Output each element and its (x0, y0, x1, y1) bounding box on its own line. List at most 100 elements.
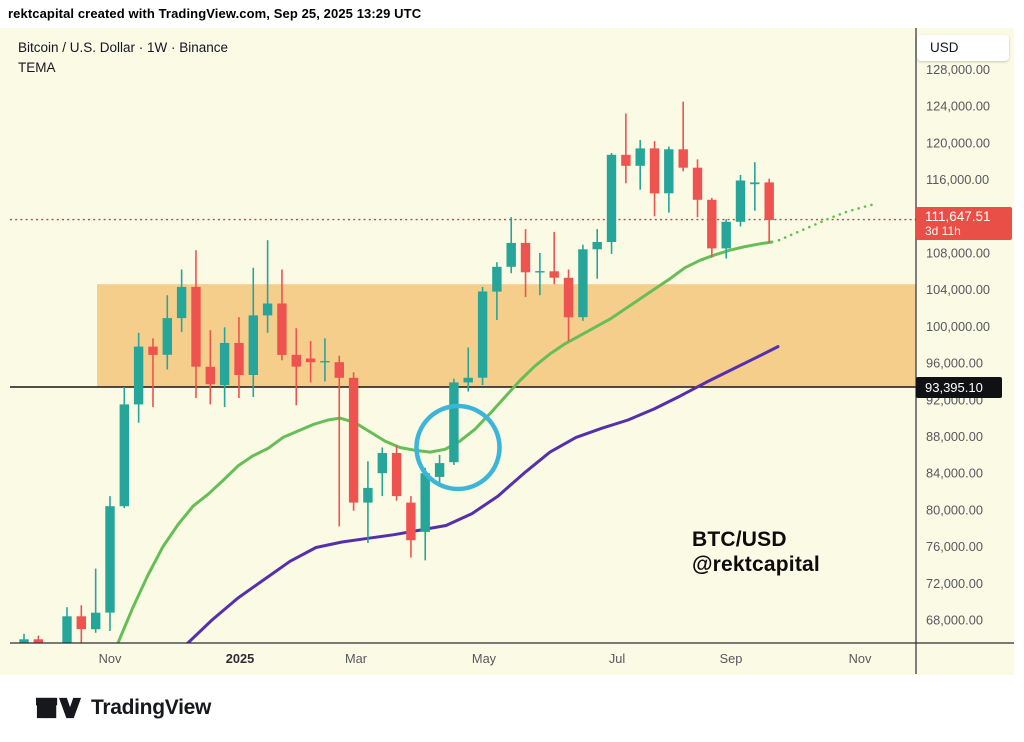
candle (234, 317, 244, 398)
candle (649, 141, 660, 217)
candle (162, 295, 172, 370)
candle (119, 387, 129, 509)
candle (707, 197, 717, 258)
candle (764, 178, 774, 243)
tradingview-footer: TradingView (36, 694, 211, 722)
candle (133, 332, 144, 423)
currency-toggle-button[interactable]: USD (917, 35, 1009, 61)
candle (348, 372, 359, 511)
time-tick-label: 2025 (226, 651, 254, 666)
tradingview-logo-text[interactable]: TradingView (91, 696, 212, 719)
candle (463, 347, 473, 392)
candle (205, 330, 215, 405)
tema-line (116, 240, 774, 644)
ma-line-purple (185, 345, 780, 644)
candle (606, 153, 617, 254)
tradingview-logo-icon (36, 697, 82, 719)
price-tick-label: 84,000.00 (926, 466, 983, 481)
candle (420, 467, 430, 561)
candle (62, 607, 72, 644)
candle (477, 286, 488, 386)
candle (391, 445, 402, 501)
symbol-title[interactable]: Bitcoin / U.S. Dollar · 1W · Binance (18, 40, 229, 55)
candle (248, 267, 258, 397)
candle (520, 229, 531, 297)
candle (434, 454, 445, 487)
price-tick-label: 124,000.00 (926, 99, 990, 114)
price-tick-label: 128,000.00 (926, 62, 990, 77)
candle (148, 338, 158, 408)
candle (506, 217, 516, 274)
candle (291, 328, 301, 406)
candle (563, 269, 574, 342)
chart-watermark: BTC/USD @rektcapital (692, 527, 820, 577)
candle (219, 327, 230, 408)
accumulation-zone (97, 284, 916, 387)
candle (363, 461, 373, 543)
candlestick-series (19, 101, 774, 688)
price-tick-label: 100,000.00 (926, 319, 990, 334)
time-tick-label: Mar (345, 651, 368, 666)
candle (578, 244, 588, 321)
price-tick-label: 68,000.00 (926, 613, 983, 628)
chart-legend: Bitcoin / U.S. Dollar · 1W · Binance TEM… (18, 38, 228, 78)
time-tick-label: May (472, 651, 497, 666)
current-price-badge: 111,647.51 3d 11h (916, 207, 1012, 240)
indicator-label[interactable]: TEMA (18, 60, 56, 75)
time-tick-label: Sep (720, 651, 743, 666)
price-tick-label: 104,000.00 (926, 282, 990, 297)
candle (449, 378, 459, 465)
time-tick-label: Jul (609, 651, 625, 666)
candle (750, 162, 760, 211)
support-level-badge: 93,395.10 (916, 377, 1002, 398)
candle (492, 262, 502, 320)
candle (721, 219, 731, 259)
price-tick-label: 116,000.00 (926, 172, 989, 187)
candle (176, 269, 187, 332)
candle (621, 113, 631, 184)
candle (535, 253, 545, 296)
candle (406, 496, 416, 558)
price-tick-label: 88,000.00 (926, 429, 983, 444)
candle (678, 101, 688, 172)
time-tick-label: Nov (99, 651, 122, 666)
attribution-text: rektcapital created with TradingView.com… (8, 6, 422, 21)
current-price-value: 111,647.51 (925, 209, 991, 224)
watermark-handle: @rektcapital (692, 553, 820, 576)
candle (191, 250, 201, 398)
candle (692, 159, 703, 218)
candle (305, 341, 316, 383)
candle (277, 269, 287, 361)
plot-area (10, 101, 916, 688)
time-axis-labels[interactable]: Nov 2025 Mar May Jul Sep Nov (99, 651, 872, 666)
candle (76, 605, 86, 643)
price-tick-label: 120,000.00 (926, 135, 990, 150)
time-tick-label: Nov (849, 651, 872, 666)
candle (635, 140, 645, 190)
projection-dotted-line (777, 202, 879, 242)
candle (735, 175, 746, 227)
candle (48, 652, 57, 688)
price-tick-label: 108,000.00 (926, 246, 990, 261)
candle (262, 240, 273, 333)
price-tick-label: 76,000.00 (926, 539, 983, 554)
candle (19, 633, 29, 644)
highlight-circle (414, 403, 502, 492)
watermark-symbol: BTC/USD (692, 528, 787, 551)
price-tick-label: 72,000.00 (926, 576, 983, 591)
bar-countdown: 3d 11h (925, 224, 961, 238)
candle (664, 146, 674, 213)
candle (549, 231, 559, 285)
price-axis-labels[interactable]: 128,000.00 124,000.00 120,000.00 116,000.00… (926, 62, 990, 628)
candle (33, 635, 43, 644)
candle (592, 229, 602, 279)
candle (105, 496, 115, 631)
candle (334, 355, 344, 527)
price-tick-label: 96,000.00 (926, 356, 983, 371)
candle (377, 447, 387, 497)
candle (91, 568, 101, 633)
price-tick-label: 80,000.00 (926, 502, 983, 517)
candle (320, 338, 330, 382)
